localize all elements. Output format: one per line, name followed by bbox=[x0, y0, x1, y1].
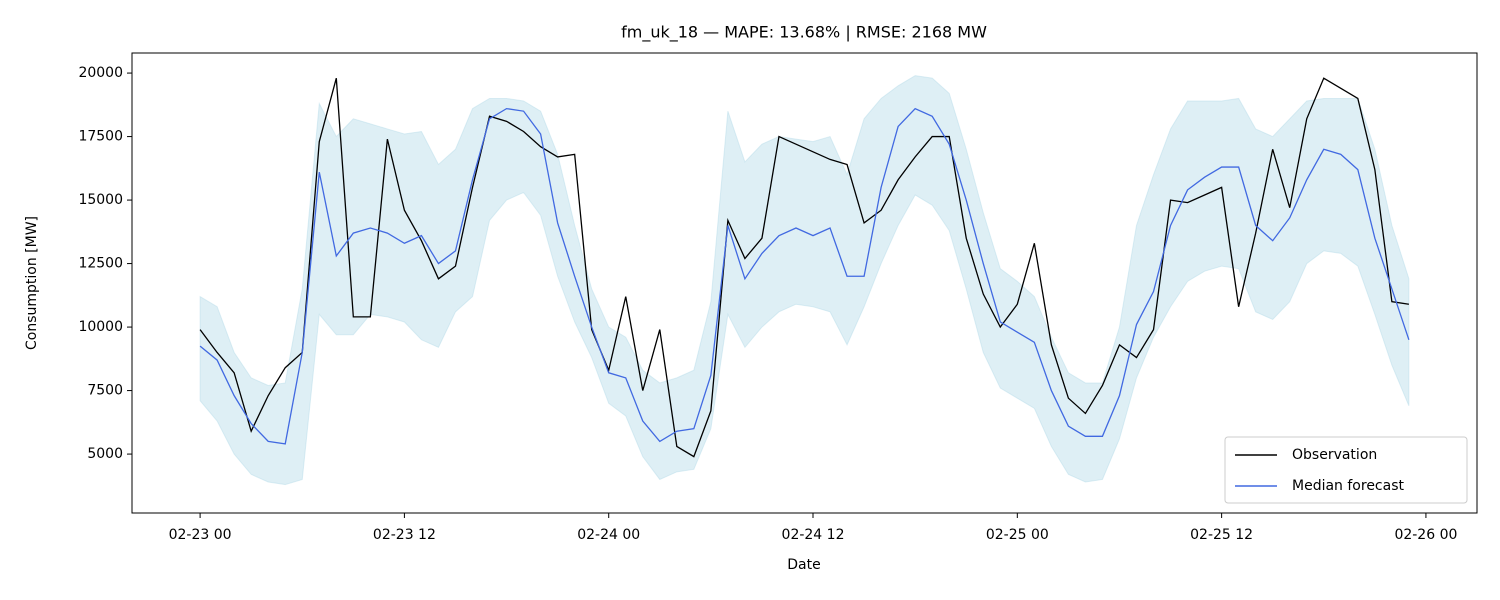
y-tick-label: 12500 bbox=[78, 256, 123, 272]
y-tick-label: 7500 bbox=[87, 383, 123, 399]
plot-frame bbox=[131, 52, 1478, 514]
legend-label: Observation bbox=[1292, 447, 1377, 463]
x-tick-label: 02-24 00 bbox=[577, 527, 640, 543]
chart-title: fm_uk_18 — MAPE: 13.68% | RMSE: 2168 MW bbox=[621, 23, 987, 43]
y-tick-label: 20000 bbox=[78, 65, 123, 81]
y-axis-label: Consumption [MW] bbox=[24, 216, 40, 350]
x-tick-label: 02-25 00 bbox=[986, 527, 1049, 543]
x-tick-label: 02-26 00 bbox=[1394, 527, 1457, 543]
y-tick-label: 10000 bbox=[78, 319, 123, 335]
forecast-band bbox=[199, 75, 1410, 486]
series-line bbox=[199, 107, 1410, 445]
y-tick-label: 17500 bbox=[78, 129, 123, 145]
x-tick-label: 02-25 12 bbox=[1190, 527, 1253, 543]
x-axis-label: Date bbox=[787, 557, 820, 573]
y-tick-label: 5000 bbox=[87, 446, 123, 462]
x-tick-label: 02-24 12 bbox=[782, 527, 845, 543]
x-tick-label: 02-23 00 bbox=[169, 527, 232, 543]
y-tick-label: 15000 bbox=[78, 192, 123, 208]
legend-label: Median forecast bbox=[1292, 478, 1404, 494]
legend-box bbox=[1224, 436, 1468, 504]
series-line bbox=[199, 77, 1409, 458]
legend: Observation Median forecast bbox=[1224, 436, 1468, 504]
x-tick-label: 02-23 12 bbox=[373, 527, 436, 543]
